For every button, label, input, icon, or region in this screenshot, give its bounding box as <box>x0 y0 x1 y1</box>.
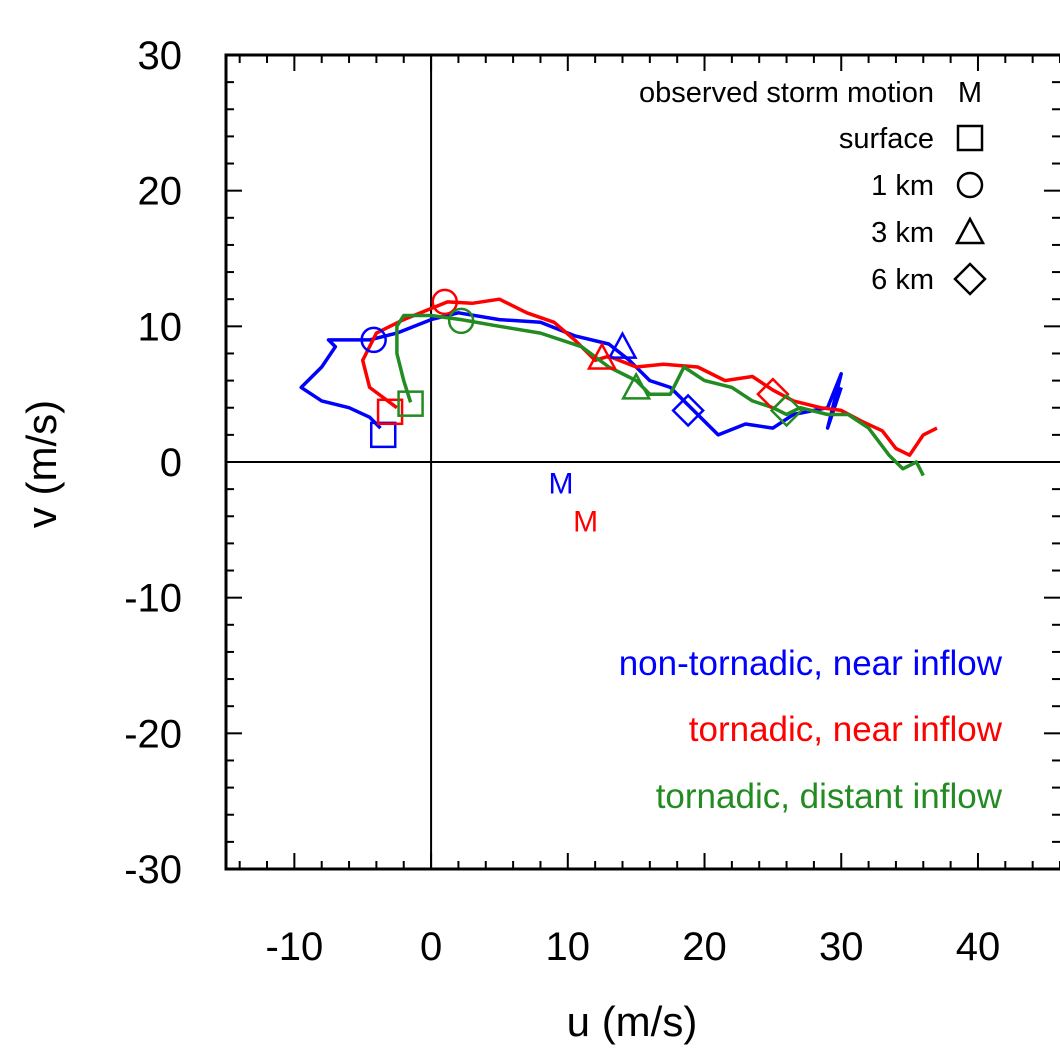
square-marker <box>376 398 404 426</box>
series-line-3 <box>395 313 925 477</box>
storm-motion-marker: M <box>548 467 573 500</box>
x-tick-label: 0 <box>420 925 442 969</box>
x-tick-label: 40 <box>956 925 1001 969</box>
x-tick-label: 30 <box>819 925 864 969</box>
series-label-3: tornadic, distant inflow <box>656 777 1003 816</box>
x-tick-label: 20 <box>682 925 727 969</box>
diamond-marker <box>671 393 705 428</box>
square-marker <box>369 421 397 449</box>
legend-label: surface <box>839 123 934 155</box>
square-marker <box>397 390 424 417</box>
x-tick-label: 10 <box>546 925 591 969</box>
diamond-marker <box>769 393 804 428</box>
legend-label: 1 km <box>871 170 934 202</box>
circle-marker <box>431 288 459 316</box>
circle-marker <box>447 307 475 335</box>
legend-diamond-symbol <box>953 262 987 296</box>
series-line-2 <box>360 297 938 457</box>
circle-marker <box>360 326 387 354</box>
legend-storm-motion-symbol: M <box>958 77 982 109</box>
legend-triangle-symbol <box>954 216 986 245</box>
y-tick-label: 30 <box>138 34 183 78</box>
storm-motion-marker: M <box>573 505 598 538</box>
series-label-1: non-tornadic, near inflow <box>619 644 1003 683</box>
x-tick-label: -10 <box>265 925 323 969</box>
triangle-marker <box>586 341 618 370</box>
legend-label: 3 km <box>871 217 934 249</box>
y-tick-label: 10 <box>138 305 183 349</box>
y-tick-label: -10 <box>124 577 182 621</box>
triangle-marker <box>607 331 638 359</box>
y-axis-title: v (m/s) <box>18 400 65 528</box>
y-tick-label: -30 <box>124 848 182 892</box>
y-tick-label: 20 <box>138 170 183 214</box>
series-label-2: tornadic, near inflow <box>689 710 1003 749</box>
y-tick-label: -20 <box>124 712 182 756</box>
legend-circle-symbol <box>956 171 984 199</box>
legend-square-symbol <box>956 124 984 152</box>
x-axis-title: u (m/s) <box>567 998 698 1045</box>
y-tick-label: 0 <box>160 441 182 485</box>
triangle-marker <box>621 371 652 400</box>
legend-label: 6 km <box>871 264 934 296</box>
legend-label: observed storm motion <box>639 77 934 109</box>
